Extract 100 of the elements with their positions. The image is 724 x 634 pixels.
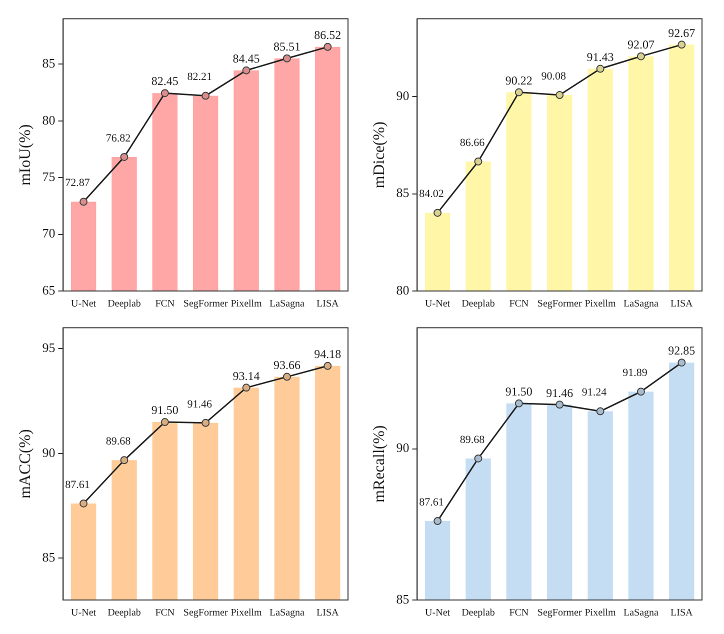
point (434, 517, 442, 526)
data-label: 91.46 (187, 398, 212, 410)
x-tick-label: LISA (316, 608, 340, 619)
point (596, 64, 604, 73)
x-tick-label: Deeplab (108, 608, 141, 619)
point (514, 88, 523, 96)
y-tick-label: 85 (396, 591, 410, 606)
y-tick-label: 65 (42, 282, 56, 298)
x-tick-label: Deeplab (462, 298, 495, 310)
data-label: 89.68 (106, 436, 132, 448)
x-tick-label: LISA (316, 298, 340, 310)
point (514, 399, 523, 408)
point (636, 388, 645, 396)
point (678, 40, 686, 49)
point (120, 152, 128, 161)
y-tick-label: 95 (42, 340, 56, 356)
y-axis-title: mDice(%) (370, 122, 388, 188)
data-label: 92.67 (668, 26, 696, 40)
x-tick-label: LISA (670, 298, 694, 310)
data-label: 89.68 (460, 434, 486, 446)
point (202, 418, 210, 427)
data-label: 91.50 (505, 384, 532, 399)
point (160, 89, 169, 98)
x-tick-label: SegFormer (183, 298, 228, 310)
point (596, 407, 604, 416)
point (242, 66, 250, 74)
point (160, 418, 169, 426)
point (434, 208, 442, 217)
y-tick-label: 85 (396, 185, 410, 200)
data-label: 84.45 (232, 52, 260, 66)
data-label: 90.08 (541, 70, 566, 82)
point (120, 456, 128, 464)
x-tick-label: Pixellm (230, 298, 262, 310)
y-tick-label: 90 (396, 88, 410, 103)
point (678, 358, 686, 367)
point (636, 52, 645, 60)
x-tick-label: LaSagna (269, 298, 306, 310)
x-tick-label: Deeplab (108, 298, 141, 310)
x-tick-label: Pixellm (230, 608, 262, 619)
point (282, 372, 291, 381)
data-label: 91.24 (582, 386, 608, 399)
point (556, 91, 564, 100)
point (474, 454, 482, 462)
x-tick-label: LaSagna (269, 608, 306, 619)
y-tick-label: 75 (42, 169, 56, 184)
y-tick-label: 85 (42, 550, 56, 565)
x-tick-label: SegFormer (537, 298, 582, 310)
data-label: 90.22 (505, 73, 532, 88)
point (324, 362, 332, 370)
point (282, 54, 291, 62)
x-tick-label: FCN (509, 298, 529, 310)
data-label: 85.51 (273, 40, 300, 54)
data-label: 92.85 (668, 344, 696, 358)
data-label: 87.61 (419, 496, 444, 508)
data-label: 82.21 (187, 71, 212, 84)
data-label: 84.02 (419, 188, 444, 200)
y-tick-label: 90 (42, 444, 56, 460)
point (80, 198, 88, 206)
x-tick-label: Pixellm (584, 298, 616, 310)
point (324, 42, 332, 51)
data-label: 86.52 (314, 28, 342, 42)
point (242, 384, 250, 392)
x-tick-label: U-Net (71, 298, 96, 310)
x-tick-label: FCN (155, 608, 175, 619)
data-label: 91.89 (622, 367, 648, 380)
data-label: 94.18 (314, 347, 342, 362)
y-axis-title: mACC(%) (16, 429, 34, 499)
x-tick-label: FCN (155, 298, 175, 310)
y-tick-label: 80 (42, 112, 56, 128)
data-label: 93.66 (273, 358, 300, 372)
data-label: 76.82 (106, 132, 131, 144)
data-label: 86.66 (460, 136, 486, 149)
x-tick-label: LaSagna (623, 298, 660, 310)
x-tick-label: LaSagna (623, 608, 660, 619)
data-label: 91.46 (546, 386, 574, 400)
data-label: 82.45 (151, 74, 178, 88)
point (80, 499, 88, 508)
x-tick-label: FCN (509, 608, 529, 619)
x-tick-label: LISA (670, 608, 694, 619)
x-tick-label: U-Net (71, 608, 96, 619)
x-tick-label: SegFormer (183, 608, 228, 619)
x-tick-label: U-Net (425, 298, 450, 310)
point (556, 400, 564, 409)
data-label: 72.87 (65, 177, 90, 190)
y-tick-label: 90 (396, 440, 410, 456)
y-tick-label: 85 (42, 56, 56, 71)
data-label: 92.07 (627, 37, 654, 52)
data-label: 91.50 (151, 403, 178, 418)
x-tick-label: U-Net (425, 608, 450, 619)
x-tick-label: SegFormer (537, 608, 582, 619)
x-tick-label: Pixellm (584, 608, 616, 619)
point (474, 158, 482, 166)
data-label: 87.61 (65, 478, 90, 491)
x-tick-label: Deeplab (462, 608, 495, 619)
y-axis-title: mIoU(%) (16, 124, 34, 186)
data-label: 91.43 (586, 50, 614, 64)
y-tick-label: 80 (396, 282, 410, 298)
data-label: 93.14 (232, 368, 260, 383)
y-tick-label: 70 (42, 226, 56, 241)
point (202, 92, 210, 100)
